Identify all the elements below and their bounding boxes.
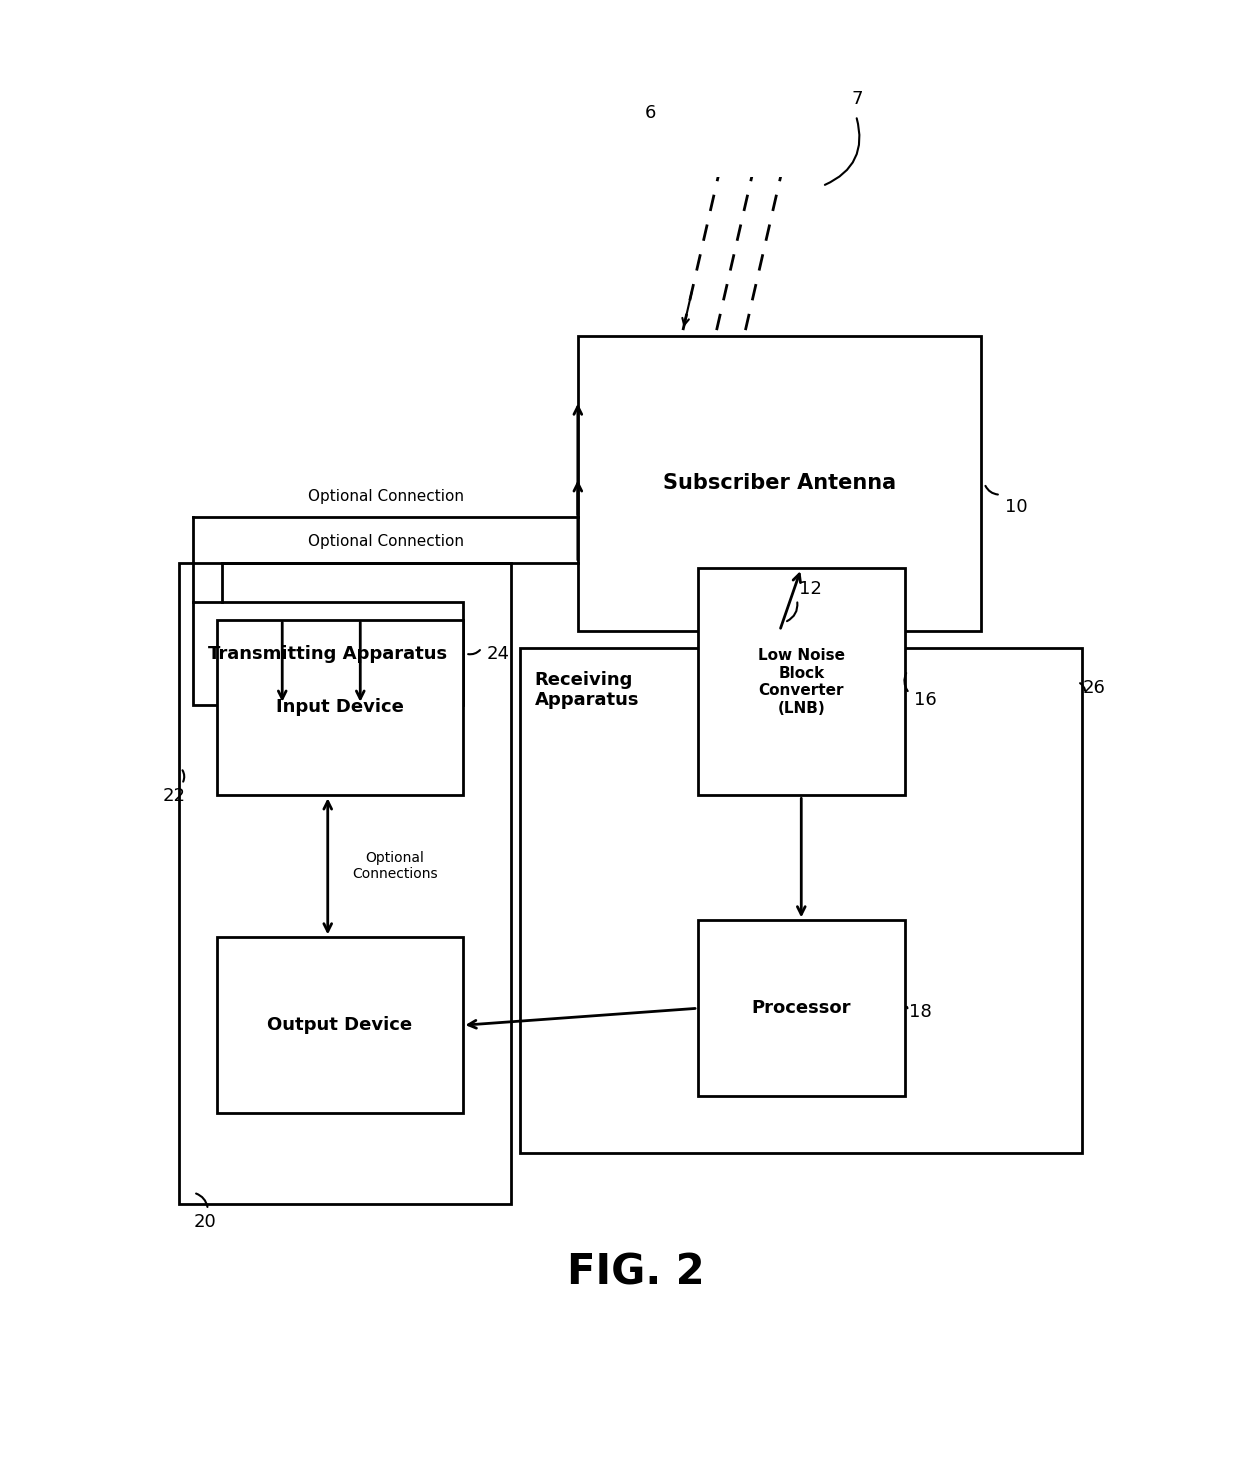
FancyBboxPatch shape <box>698 569 904 796</box>
Text: Receiving
Apparatus: Receiving Apparatus <box>534 671 639 709</box>
Text: 24: 24 <box>486 646 510 663</box>
FancyBboxPatch shape <box>698 920 904 1097</box>
Text: 7: 7 <box>851 90 863 108</box>
FancyBboxPatch shape <box>217 937 463 1113</box>
Text: 6: 6 <box>645 103 656 122</box>
Text: FIG. 2: FIG. 2 <box>567 1251 704 1293</box>
Text: 20: 20 <box>193 1213 216 1231</box>
Text: Optional
Connections: Optional Connections <box>352 852 438 881</box>
FancyBboxPatch shape <box>193 603 463 705</box>
Text: Optional Connection: Optional Connection <box>308 489 464 504</box>
Text: Low Noise
Block
Converter
(LNB): Low Noise Block Converter (LNB) <box>758 649 844 715</box>
Text: 18: 18 <box>909 1002 932 1021</box>
Text: 26: 26 <box>1083 680 1105 697</box>
FancyBboxPatch shape <box>578 336 982 631</box>
Text: 22: 22 <box>162 787 186 805</box>
Text: 10: 10 <box>1006 498 1028 516</box>
Text: Optional Connection: Optional Connection <box>308 534 464 550</box>
Text: Output Device: Output Device <box>268 1016 413 1035</box>
Text: 12: 12 <box>799 579 822 598</box>
Text: Subscriber Antenna: Subscriber Antenna <box>663 473 897 494</box>
FancyBboxPatch shape <box>217 619 463 796</box>
Text: Transmitting Apparatus: Transmitting Apparatus <box>208 644 448 663</box>
Text: Processor: Processor <box>751 999 851 1017</box>
Text: 16: 16 <box>914 691 937 709</box>
Text: Input Device: Input Device <box>277 699 404 716</box>
